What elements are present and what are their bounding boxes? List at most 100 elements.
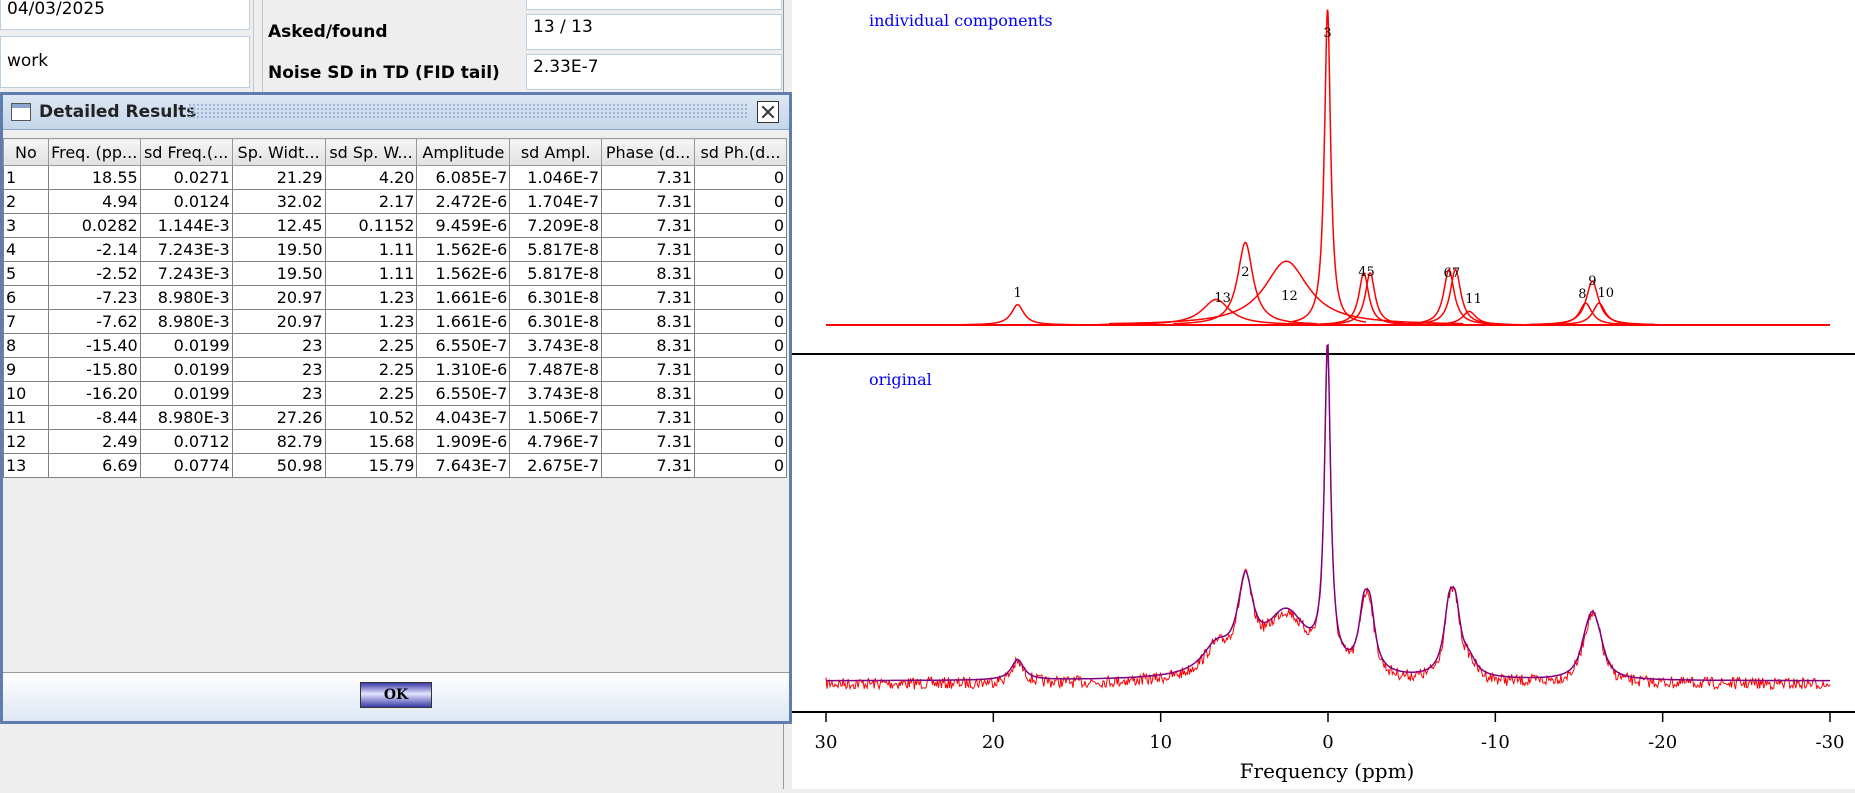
column-header[interactable]: No	[3, 138, 49, 166]
table-cell[interactable]: 7.243E-3	[139, 237, 233, 262]
table-cell[interactable]: 0	[694, 189, 787, 214]
table-cell[interactable]: 7.31	[601, 237, 696, 262]
table-row[interactable]: 7 -7.62 8.980E-3 20.97 1.23 1.661E-6 6.301E-8 8…	[3, 309, 787, 334]
table-cell[interactable]: 0.0774	[139, 453, 233, 478]
table-cell[interactable]: 1.23	[324, 309, 418, 334]
table-cell[interactable]: 1.046E-7	[509, 165, 603, 190]
table-cell[interactable]: 10	[3, 381, 49, 406]
table-cell[interactable]: -7.62	[47, 309, 141, 334]
table-cell[interactable]: 19.50	[231, 237, 326, 262]
table-row[interactable]: 9 -15.80 0.0199 23 2.25 1.310E-6 7.487E-8 7.31 0	[3, 357, 787, 382]
table-cell[interactable]: 50.98	[231, 453, 326, 478]
table-cell[interactable]: 8.31	[601, 261, 696, 286]
column-header[interactable]: sd Ampl.	[509, 138, 603, 166]
table-cell[interactable]: 8.980E-3	[139, 309, 233, 334]
table-cell[interactable]: 0	[694, 213, 787, 238]
column-header[interactable]: sd Sp. W...	[324, 138, 418, 166]
table-cell[interactable]: 0.0271	[139, 165, 233, 190]
table-cell[interactable]: 5.817E-8	[509, 261, 603, 286]
table-cell[interactable]: 1.144E-3	[139, 213, 233, 238]
table-cell[interactable]: 0.0199	[139, 357, 233, 382]
table-cell[interactable]: 18.55	[47, 165, 141, 190]
table-row[interactable]: 13 6.69 0.0774 50.98 15.79 7.643E-7 2.675E-7 7.…	[3, 453, 787, 478]
table-cell[interactable]: 7.643E-7	[416, 453, 511, 478]
column-header[interactable]: Phase (d...	[601, 138, 696, 166]
table-row[interactable]: 8 -15.40 0.0199 23 2.25 6.550E-7 3.743E-8 8.31 0	[3, 333, 787, 358]
table-cell[interactable]: 3.743E-8	[509, 381, 603, 406]
table-cell[interactable]: 1.11	[324, 237, 418, 262]
table-cell[interactable]: 7.31	[601, 213, 696, 238]
table-cell[interactable]: 6.301E-8	[509, 285, 603, 310]
table-cell[interactable]: 6.085E-7	[416, 165, 511, 190]
table-cell[interactable]: 2	[3, 189, 49, 214]
table-cell[interactable]: 0	[694, 381, 787, 406]
table-cell[interactable]: 1.506E-7	[509, 405, 603, 430]
top-field[interactable]	[526, 0, 782, 10]
table-cell[interactable]: 6	[3, 285, 49, 310]
table-cell[interactable]: 8	[3, 333, 49, 358]
table-cell[interactable]: 11	[3, 405, 49, 430]
table-cell[interactable]: -15.80	[47, 357, 141, 382]
table-cell[interactable]: 0	[694, 237, 787, 262]
table-cell[interactable]: 2.25	[324, 357, 418, 382]
table-cell[interactable]: 0	[694, 165, 787, 190]
table-cell[interactable]: -16.20	[47, 381, 141, 406]
table-cell[interactable]: 5	[3, 261, 49, 286]
table-cell[interactable]: 8.980E-3	[139, 285, 233, 310]
table-row[interactable]: 2 4.94 0.0124 32.02 2.17 2.472E-6 1.704E-7 7.31…	[3, 189, 787, 214]
table-cell[interactable]: 0.0124	[139, 189, 233, 214]
table-cell[interactable]: 1.661E-6	[416, 309, 511, 334]
table-cell[interactable]: 2.675E-7	[509, 453, 603, 478]
column-header[interactable]: Freq. (pp...	[47, 138, 141, 166]
table-cell[interactable]: 2.49	[47, 429, 141, 454]
table-cell[interactable]: 4.94	[47, 189, 141, 214]
table-cell[interactable]: 2.25	[324, 381, 418, 406]
table-cell[interactable]: -2.52	[47, 261, 141, 286]
table-cell[interactable]: 7.31	[601, 165, 696, 190]
table-cell[interactable]: 21.29	[231, 165, 326, 190]
table-cell[interactable]: 4.20	[324, 165, 418, 190]
column-header[interactable]: sd Freq.(...	[139, 138, 233, 166]
table-row[interactable]: 12 2.49 0.0712 82.79 15.68 1.909E-6 4.796E-7 7.…	[3, 429, 787, 454]
table-row[interactable]: 6 -7.23 8.980E-3 20.97 1.23 1.661E-6 6.301E-8 7…	[3, 285, 787, 310]
table-cell[interactable]: 7.243E-3	[139, 261, 233, 286]
table-cell[interactable]: 3	[3, 213, 49, 238]
table-cell[interactable]: 32.02	[231, 189, 326, 214]
table-cell[interactable]: 7.31	[601, 357, 696, 382]
table-cell[interactable]: 0	[694, 285, 787, 310]
ok-button[interactable]: OK	[360, 682, 432, 708]
table-cell[interactable]: 23	[231, 357, 326, 382]
table-cell[interactable]: 2.17	[324, 189, 418, 214]
table-cell[interactable]: 3.743E-8	[509, 333, 603, 358]
table-cell[interactable]: 0.0712	[139, 429, 233, 454]
table-cell[interactable]: 27.26	[231, 405, 326, 430]
table-cell[interactable]: 2.472E-6	[416, 189, 511, 214]
table-cell[interactable]: 9.459E-6	[416, 213, 511, 238]
table-cell[interactable]: -2.14	[47, 237, 141, 262]
table-cell[interactable]: 12	[3, 429, 49, 454]
table-cell[interactable]: 5.817E-8	[509, 237, 603, 262]
column-header[interactable]: sd Ph.(d...	[694, 138, 787, 166]
table-cell[interactable]: 0	[694, 333, 787, 358]
table-cell[interactable]: 2.25	[324, 333, 418, 358]
table-cell[interactable]: 0.0199	[139, 333, 233, 358]
table-cell[interactable]: 0	[694, 309, 787, 334]
table-row[interactable]: 5 -2.52 7.243E-3 19.50 1.11 1.562E-6 5.817E-8 8…	[3, 261, 787, 286]
table-cell[interactable]: 0.1152	[324, 213, 418, 238]
table-cell[interactable]: 15.79	[324, 453, 418, 478]
date-field[interactable]: 04/03/2025	[0, 0, 250, 30]
table-row[interactable]: 10 -16.20 0.0199 23 2.25 6.550E-7 3.743E-8 8.31…	[3, 381, 787, 406]
table-cell[interactable]: 20.97	[231, 309, 326, 334]
table-row[interactable]: 11 -8.44 8.980E-3 27.26 10.52 4.043E-7 1.506E-…	[3, 405, 787, 430]
table-cell[interactable]: 1	[3, 165, 49, 190]
table-cell[interactable]: 7.31	[601, 285, 696, 310]
table-cell[interactable]: 0.0199	[139, 381, 233, 406]
table-cell[interactable]: 15.68	[324, 429, 418, 454]
table-row[interactable]: 1 18.55 0.0271 21.29 4.20 6.085E-7 1.046E-7 7.3…	[3, 165, 787, 190]
table-cell[interactable]: 23	[231, 381, 326, 406]
window-titlebar[interactable]: Detailed Results	[3, 95, 789, 130]
table-cell[interactable]: 7.209E-8	[509, 213, 603, 238]
table-cell[interactable]: 20.97	[231, 285, 326, 310]
table-cell[interactable]: 6.301E-8	[509, 309, 603, 334]
table-cell[interactable]: 6.550E-7	[416, 381, 511, 406]
